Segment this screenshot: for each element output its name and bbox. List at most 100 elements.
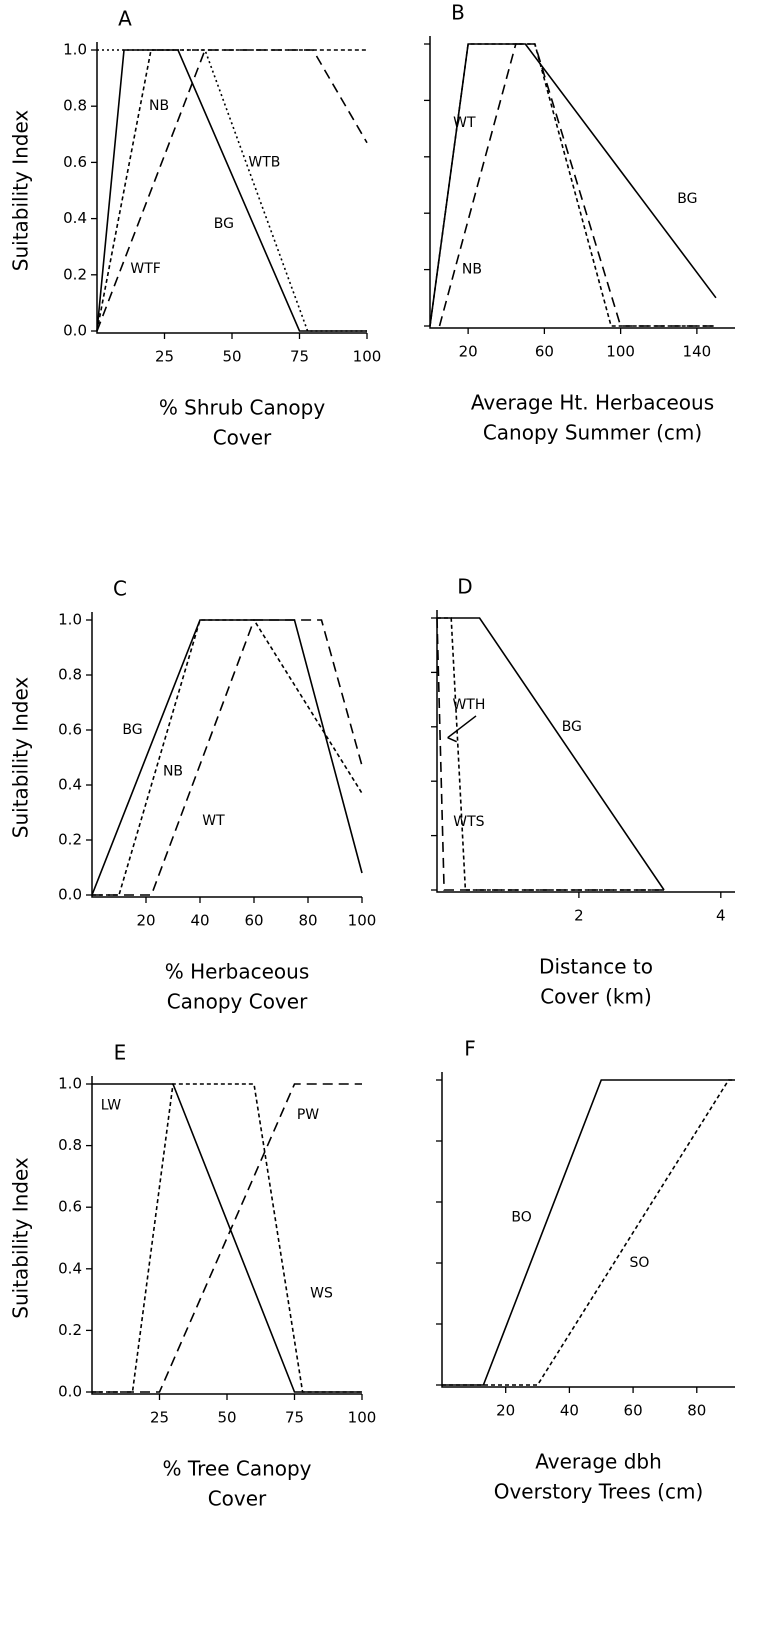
series-line [437,617,665,891]
y-tick-label: 0.6 [58,1198,82,1216]
x-axis-label: Average dbh [535,1450,662,1474]
series-line [92,619,363,896]
y-tick-label: 0.6 [63,153,87,171]
axes [91,612,362,898]
x-tick-label: 25 [155,348,174,366]
series-label: BG [122,722,142,738]
panel-title: C [113,577,127,601]
panel-title: A [118,7,132,31]
series-label: BG [677,191,697,207]
x-tick-label: 2 [574,907,584,925]
x-tick-label: 50 [217,1409,236,1427]
series-label: BG [562,719,582,735]
series-line [437,617,665,891]
series-label: WTF [130,261,160,277]
y-tick-label: 1.0 [58,611,82,629]
y-tick-label: 0.4 [63,209,87,227]
panel-title: B [451,1,465,25]
x-tick-label: 60 [624,1402,643,1420]
series-label: WTS [453,814,484,830]
x-tick-label: 25 [150,1409,169,1427]
x-axis-label: Cover [213,426,272,450]
x-tick-label: 20 [136,912,155,930]
arrow [447,715,477,743]
panel-title: D [457,575,472,599]
x-tick-label: 75 [290,348,309,366]
series-line [96,49,367,332]
y-axis-label: Suitability Index [9,110,33,272]
x-axis-label: % Tree Canopy [162,1457,311,1481]
x-tick-label: 100 [353,348,382,366]
series-line [97,49,367,332]
series-label: WTH [452,697,485,713]
y-tick-label: 0.8 [58,666,82,684]
y-tick-label: 0.2 [58,831,82,849]
x-tick-label: 80 [687,1402,706,1420]
series-line [96,49,367,332]
x-tick-label: 50 [222,348,241,366]
series-line [442,1079,735,1386]
y-tick-label: 0.4 [58,1259,82,1277]
x-tick-label: 75 [285,1409,304,1427]
series-line [92,1083,362,1393]
x-tick-label: 20 [459,343,478,361]
series-line [438,43,716,327]
x-tick-label: 80 [298,912,317,930]
y-axis-label: Suitability Index [9,1157,33,1319]
x-tick-label: 40 [560,1402,579,1420]
series-line [436,617,665,891]
series-label: WTB [248,154,280,170]
y-tick-label: 0.2 [58,1321,82,1339]
series-line [442,1079,735,1386]
x-axis-label: Distance to [539,955,653,979]
x-tick-label: 100 [606,343,635,361]
x-axis-label: Cover [208,1487,267,1511]
y-tick-label: 0.6 [58,721,82,739]
x-axis-label: Cover (km) [540,985,652,1009]
x-axis-label: % Herbaceous [165,960,310,984]
panel-title: E [114,1041,127,1065]
y-tick-label: 0.8 [58,1136,82,1154]
x-tick-label: 60 [535,343,554,361]
y-tick-label: 0.0 [58,886,82,904]
series-line [92,1083,362,1393]
series-label: WS [310,1285,333,1301]
series-label: WT [202,813,225,829]
x-axis-label: Overstory Trees (cm) [494,1480,704,1504]
series-line [92,1083,362,1393]
x-tick-label: 140 [683,343,712,361]
y-axis-label: Suitability Index [9,677,33,839]
series-label: NB [163,763,183,779]
y-tick-label: 0.4 [58,776,82,794]
y-tick-label: 0.0 [58,1383,82,1401]
x-axis-label: Canopy Cover [167,990,308,1014]
y-tick-label: 1.0 [58,1075,82,1093]
series-line [96,49,368,332]
axes [441,1072,735,1388]
y-tick-label: 1.0 [63,41,87,59]
x-axis-label: Average Ht. Herbaceous [471,391,714,415]
x-tick-label: 4 [716,907,726,925]
y-tick-label: 0.8 [63,97,87,115]
series-label: SO [630,1255,650,1271]
series-line [92,619,363,896]
x-axis-label: Canopy Summer (cm) [483,421,702,445]
series-label: PW [297,1107,319,1123]
x-tick-label: 100 [348,912,377,930]
x-tick-label: 40 [190,912,209,930]
y-tick-label: 0.0 [63,322,87,340]
series-line [429,43,716,327]
series-label: NB [462,262,482,278]
panel-title: F [464,1037,476,1061]
series-label: BG [214,216,234,232]
series-label: WT [453,115,476,131]
x-tick-label: 100 [348,1409,377,1427]
axes [91,1076,362,1395]
x-tick-label: 60 [244,912,263,930]
axes [436,610,735,893]
axes [429,36,735,329]
series-line [91,619,363,896]
series-label: BO [511,1209,531,1225]
series-label: NB [149,98,169,114]
